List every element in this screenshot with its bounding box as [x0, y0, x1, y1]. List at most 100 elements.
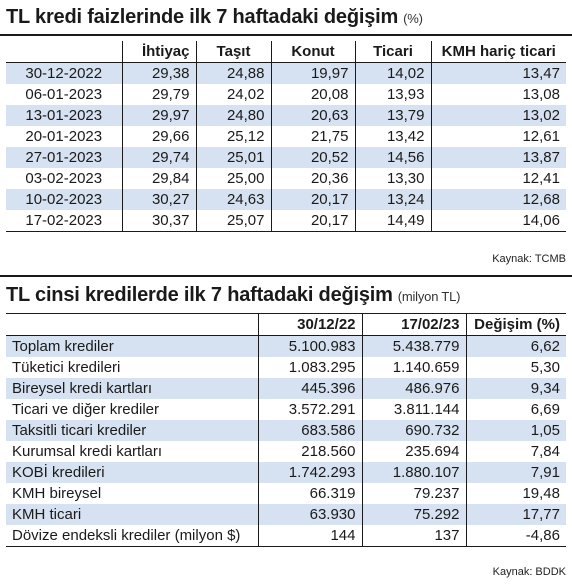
row-label: KMH bireysel [6, 483, 258, 504]
table1-header-row: İhtiyaç Taşıt Konut Ticari KMH hariç tic… [6, 41, 566, 63]
table-cell: 20,63 [270, 105, 355, 126]
table-row: KMH bireysel 66.319 79.237 19,48 [6, 483, 566, 504]
table-cell: 486.976 [361, 378, 466, 399]
table-cell: 1.880.107 [361, 462, 466, 483]
table-cell: 25,00 [195, 168, 271, 189]
table2-header-row: 30/12/22 17/02/23 Değişim (%) [6, 313, 566, 336]
table-cell: 9,34 [465, 378, 566, 399]
table-row: KMH ticari 63.930 75.292 17,77 [6, 504, 566, 525]
table1-header-kmh: KMH hariç ticari [430, 41, 566, 63]
table1-header-ihtiyac: İhtiyaç [121, 41, 196, 63]
table-row: KOBİ kredileri 1.742.293 1.880.107 7,91 [6, 462, 566, 483]
table-cell: 14,49 [354, 210, 431, 232]
table-row: Tüketici kredileri 1.083.295 1.140.659 5,30 [6, 357, 566, 378]
table1-top-rule [0, 34, 572, 36]
row-label: 20-01-2023 [6, 126, 122, 147]
row-label: Tüketici kredileri [6, 357, 258, 378]
table-cell: 66.319 [257, 483, 362, 504]
table-cell: 5.438.779 [361, 335, 466, 357]
table1-header-tasit: Taşıt [195, 41, 271, 63]
table2-header-empty [6, 313, 258, 336]
table-cell: 24,63 [195, 189, 271, 210]
table-cell: 29,79 [121, 84, 196, 105]
table-cell: 20,52 [270, 147, 355, 168]
table1-source: Kaynak: TCMB [492, 253, 566, 265]
table-cell: 235.694 [361, 441, 466, 462]
table-row: 27-01-2023 29,74 25,01 20,52 14,56 13,87 [6, 147, 566, 168]
table-cell: 445.396 [257, 378, 362, 399]
table-cell: 29,38 [121, 62, 196, 84]
table-cell: 79.237 [361, 483, 466, 504]
section-divider [0, 275, 572, 277]
table-cell: 1.083.295 [257, 357, 362, 378]
table1-header-ticari: Ticari [354, 41, 431, 63]
row-label: Taksitli ticari krediler [6, 420, 258, 441]
table-cell: 25,07 [195, 210, 271, 232]
table-cell: 24,88 [195, 62, 271, 84]
table-row: Bireysel kredi kartları 445.396 486.976 9,3… [6, 378, 566, 399]
table-cell: 13,02 [430, 105, 566, 126]
table-cell: 13,87 [430, 147, 566, 168]
table-row: 10-02-2023 30,27 24,63 20,17 13,24 12,68 [6, 189, 566, 210]
table2-source: Kaynak: BDDK [492, 566, 566, 578]
table-cell: 683.586 [257, 420, 362, 441]
table-cell: 690.732 [361, 420, 466, 441]
row-label: Bireysel kredi kartları [6, 378, 258, 399]
table2-header-date2: 17/02/23 [361, 313, 466, 336]
table-row: Dövize endeksli krediler (milyon $) 144 13… [6, 525, 566, 547]
table-cell: 137 [361, 525, 466, 547]
table-cell: 13,42 [354, 126, 431, 147]
table-cell: 5,30 [465, 357, 566, 378]
table1-header-konut: Konut [270, 41, 355, 63]
table-cell: 13,30 [354, 168, 431, 189]
table-cell: 75.292 [361, 504, 466, 525]
table-row: 03-02-2023 29,84 25,00 20,36 13,30 12,41 [6, 168, 566, 189]
table1-body: 30-12-2022 29,38 24,88 19,97 14,02 13,47 06-01… [6, 62, 566, 232]
table-row: 06-01-2023 29,79 24,02 20,08 13,93 13,08 [6, 84, 566, 105]
table-cell: 19,48 [465, 483, 566, 504]
table-row: 30-12-2022 29,38 24,88 19,97 14,02 13,47 [6, 62, 566, 84]
table2-title-text: TL cinsi kredilerde ilk 7 haftadaki deği… [6, 284, 393, 306]
row-label: 10-02-2023 [6, 189, 122, 210]
table-cell: 12,41 [430, 168, 566, 189]
row-label: Dövize endeksli krediler (milyon $) [6, 525, 258, 547]
table2: 30/12/22 17/02/23 Değişim (%) Toplam kre… [6, 313, 566, 547]
table-cell: 7,84 [465, 441, 566, 462]
table-cell: 13,93 [354, 84, 431, 105]
row-label: Ticari ve diğer krediler [6, 399, 258, 420]
table2-unit: (milyon TL) [397, 289, 461, 304]
table-cell: 3.572.291 [257, 399, 362, 420]
table-cell: 14,06 [430, 210, 566, 232]
table2-title: TL cinsi kredilerde ilk 7 haftadaki deği… [6, 284, 461, 307]
row-label: 27-01-2023 [6, 147, 122, 168]
table-row: Toplam krediler 5.100.983 5.438.779 6,62 [6, 335, 566, 357]
table-cell: 24,02 [195, 84, 271, 105]
table-cell: 6,62 [465, 335, 566, 357]
table-cell: 7,91 [465, 462, 566, 483]
table-cell: 29,97 [121, 105, 196, 126]
table-cell: 5.100.983 [257, 335, 362, 357]
table-cell: 3.811.144 [361, 399, 466, 420]
row-label: KOBİ kredileri [6, 462, 258, 483]
table-cell: 14,56 [354, 147, 431, 168]
row-label: 17-02-2023 [6, 210, 122, 232]
table1-title-text: TL kredi faizlerinde ilk 7 haftadaki değ… [6, 6, 399, 28]
table-cell: 17,77 [465, 504, 566, 525]
table-cell: 30,27 [121, 189, 196, 210]
table-row: Taksitli ticari krediler 683.586 690.732 1,… [6, 420, 566, 441]
table-cell: 25,12 [195, 126, 271, 147]
table-cell: 63.930 [257, 504, 362, 525]
table-cell: 13,24 [354, 189, 431, 210]
table-cell: 20,36 [270, 168, 355, 189]
table-row: 17-02-2023 30,37 25,07 20,17 14,49 14,06 [6, 210, 566, 232]
table1-title: TL kredi faizlerinde ilk 7 haftadaki değ… [6, 6, 423, 29]
table-cell: 12,61 [430, 126, 566, 147]
table-cell: 1,05 [465, 420, 566, 441]
table-cell: 20,17 [270, 189, 355, 210]
table-cell: 19,97 [270, 62, 355, 84]
table-cell: 29,84 [121, 168, 196, 189]
table-cell: 20,17 [270, 210, 355, 232]
table-row: 13-01-2023 29,97 24,80 20,63 13,79 13,02 [6, 105, 566, 126]
table-cell: 13,79 [354, 105, 431, 126]
row-label: 06-01-2023 [6, 84, 122, 105]
